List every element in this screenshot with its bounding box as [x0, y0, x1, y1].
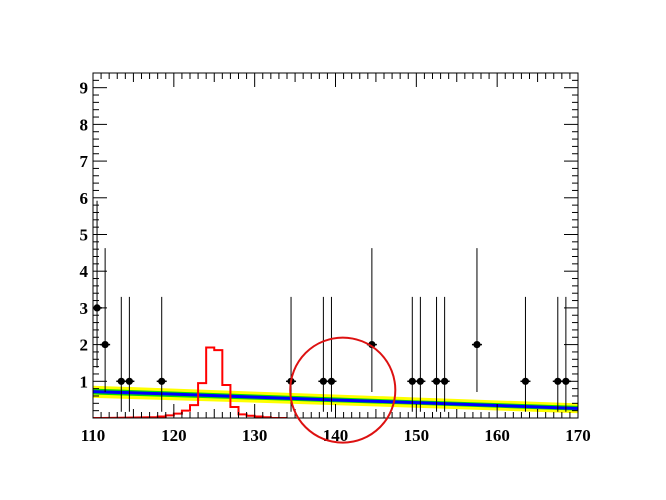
- data-point: [100, 248, 111, 392]
- y-tick-label: 7: [80, 152, 89, 171]
- data-point: [415, 296, 426, 412]
- data-point: [93, 200, 103, 368]
- data-point: [552, 296, 563, 412]
- highlight-circle: [289, 336, 397, 444]
- data-marker: [432, 377, 441, 385]
- y-tick-label: 4: [80, 262, 89, 281]
- data-marker: [408, 377, 416, 385]
- data-point: [560, 296, 571, 412]
- y-tick-label: 8: [80, 115, 89, 134]
- data-point: [407, 296, 418, 412]
- axis-ticks: [92, 72, 579, 419]
- data-marker: [473, 340, 481, 349]
- data-point: [326, 296, 337, 412]
- data-points: [93, 200, 571, 412]
- y-tick-label: 1: [80, 372, 89, 391]
- x-tick-label: 130: [242, 426, 268, 445]
- data-marker: [117, 377, 125, 385]
- data-point: [431, 296, 442, 412]
- y-tick-label: 9: [80, 79, 89, 98]
- data-point: [520, 296, 531, 412]
- y-tick-label: 6: [80, 189, 89, 208]
- data-marker: [441, 377, 449, 385]
- data-marker: [521, 377, 530, 385]
- data-point: [439, 296, 450, 412]
- data-point: [471, 248, 482, 392]
- data-point: [156, 296, 167, 412]
- data-marker: [554, 377, 562, 385]
- plot-area: [93, 200, 578, 418]
- y-tick-label: 5: [80, 225, 89, 244]
- plot-frame: [92, 72, 579, 419]
- y-tick-label: 2: [80, 336, 89, 355]
- x-tick-label: 110: [81, 426, 106, 445]
- data-marker: [327, 377, 336, 385]
- x-tick-label: 170: [565, 426, 591, 445]
- data-point: [318, 296, 329, 412]
- data-point: [366, 248, 377, 392]
- data-marker: [158, 377, 166, 385]
- x-tick-label: 160: [484, 426, 510, 445]
- x-tick-label: 120: [161, 426, 187, 445]
- x-tick-label: 150: [404, 426, 430, 445]
- data-point: [124, 296, 135, 412]
- y-tick-label: 3: [80, 299, 89, 318]
- data-marker: [416, 377, 424, 385]
- data-marker: [125, 377, 133, 385]
- data-marker: [319, 377, 327, 385]
